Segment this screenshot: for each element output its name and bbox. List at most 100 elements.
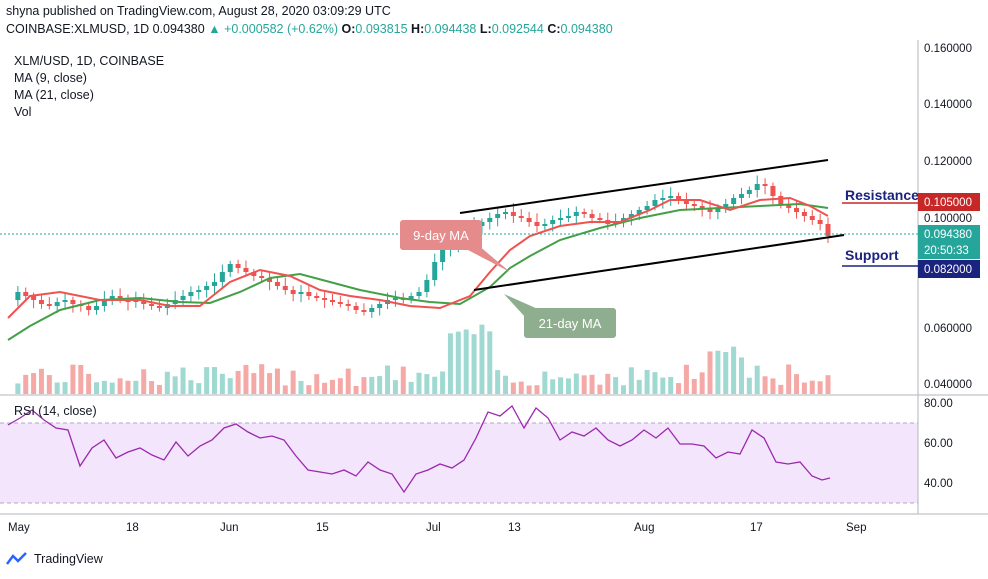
candle-body: [825, 224, 831, 236]
volume-bar: [62, 382, 68, 394]
volume-bar: [817, 381, 823, 394]
time-axis[interactable]: May 18 Jun 15 Jul 13 Aug 17 Sep: [8, 522, 866, 534]
tradingview-logo-icon: [6, 552, 27, 565]
rsi-axis[interactable]: 80.00 60.00 40.00: [924, 398, 953, 490]
candle-body: [259, 276, 265, 278]
footer-brand[interactable]: TradingView: [6, 552, 103, 566]
candle-body: [683, 200, 689, 204]
volume-bar: [432, 376, 438, 394]
volume-bar: [101, 380, 107, 394]
candle-body: [196, 290, 202, 292]
price-tick: 0.160000: [924, 43, 972, 55]
volume-bar: [322, 382, 328, 394]
volume-bar: [778, 384, 784, 394]
open-label: O:: [341, 22, 356, 36]
candle-body: [526, 218, 532, 222]
resistance-price-badge: [918, 193, 980, 211]
volume-bar: [361, 377, 367, 394]
candle-body: [432, 262, 438, 280]
candle-body: [109, 296, 115, 300]
resistance-trendline[interactable]: [459, 159, 829, 214]
candle-body: [597, 218, 603, 220]
time-tick: May: [8, 522, 30, 534]
candle-body: [117, 296, 123, 298]
volume-bar: [479, 324, 485, 394]
candle-body: [235, 264, 241, 268]
rsi-legend[interactable]: RSI (14, close): [14, 404, 97, 418]
candle-body: [518, 216, 524, 218]
volume-bar: [786, 364, 792, 394]
volume-bar: [589, 374, 595, 394]
candle-body: [691, 204, 697, 206]
candle-body: [660, 198, 666, 200]
ma21-callout-box: [524, 308, 616, 338]
candle-body: [652, 200, 658, 206]
candle-body: [86, 306, 92, 310]
last-price-badge: [918, 225, 980, 259]
ma21-legend[interactable]: MA (21, close): [14, 88, 94, 102]
volume-bar: [809, 380, 815, 394]
volume-bar: [691, 378, 697, 394]
rsi-tick: 80.00: [924, 398, 953, 410]
candle-body: [817, 220, 823, 224]
volume-bar: [369, 376, 375, 394]
candle-body: [589, 214, 595, 218]
volume-bar: [534, 385, 540, 394]
volume-bar: [306, 385, 312, 394]
ma21-callout-label: 21-day MA: [539, 316, 602, 331]
candle-body: [101, 300, 107, 306]
chart-container[interactable]: 9-day MA 21-day MA Resistance Support 0.…: [0, 40, 988, 550]
candle-body: [227, 264, 233, 272]
candle-body: [345, 304, 351, 306]
candle-body: [699, 206, 705, 208]
support-price-label: 0.082000: [924, 264, 972, 276]
volume-bar: [660, 377, 666, 394]
volume-bar: [156, 384, 162, 394]
volume-bar: [463, 329, 469, 394]
candle-body: [408, 296, 414, 300]
time-tick: Aug: [634, 522, 654, 534]
time-tick: 17: [750, 522, 763, 534]
volume-bar: [188, 380, 194, 394]
volume-bar: [455, 331, 461, 394]
vol-legend[interactable]: Vol: [14, 105, 32, 119]
volume-bar: [644, 369, 650, 394]
candle-body: [23, 292, 29, 296]
candle-body: [314, 296, 320, 298]
volume-bar: [267, 373, 273, 394]
volume-bar: [558, 377, 564, 394]
candle-body: [156, 306, 162, 308]
volume-bar: [676, 383, 682, 394]
volume-bar: [628, 367, 634, 394]
candle-body: [503, 212, 509, 214]
ma9-callout-box: [400, 220, 482, 250]
candle-body: [416, 292, 422, 296]
volume-bar: [31, 373, 37, 394]
volume-bar: [471, 334, 477, 394]
volume-bar: [392, 380, 398, 394]
candle-body: [550, 220, 556, 224]
price-chart[interactable]: 9-day MA 21-day MA Resistance Support 0.…: [0, 40, 988, 550]
candle-body: [188, 292, 194, 296]
support-trendline[interactable]: [473, 234, 845, 291]
volume-bar: [400, 366, 406, 394]
time-tick: 18: [126, 522, 139, 534]
volume-bar: [801, 382, 807, 394]
close-value: 0.094380: [560, 22, 613, 36]
price-axis[interactable]: 0.160000 0.140000 0.120000 0.100000 0.06…: [924, 43, 972, 391]
symbol-label: COINBASE:XLMUSD, 1D: [6, 22, 150, 36]
volume-bar: [212, 367, 217, 394]
volume-bar: [314, 374, 320, 394]
volume-bar: [54, 382, 60, 394]
volume-bar: [707, 351, 713, 394]
chart-title[interactable]: XLM/USD, 1D, COINBASE: [14, 54, 165, 68]
ma9-legend[interactable]: MA (9, close): [14, 71, 87, 85]
candle-body: [440, 248, 446, 262]
rsi-tick: 60.00: [924, 438, 953, 450]
candle-body: [31, 296, 37, 300]
volume-bar: [46, 375, 52, 394]
candle-body: [15, 292, 21, 300]
ma9-callout-pointer: [468, 245, 510, 272]
volume-bar: [762, 376, 768, 394]
candle-body: [204, 286, 210, 290]
